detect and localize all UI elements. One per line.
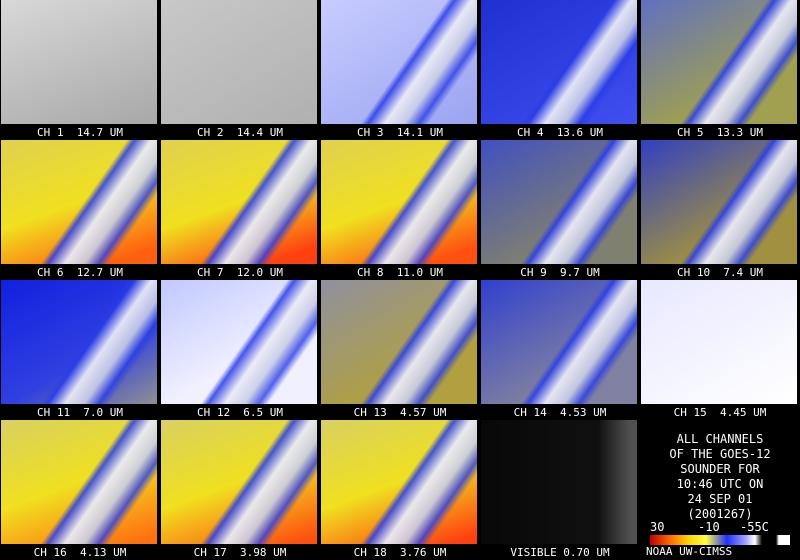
satellite-image xyxy=(1,0,157,124)
channel-panel: CH 3 14.1 UM xyxy=(320,0,480,140)
channel-panel: CH 14 4.53 UM xyxy=(480,280,640,420)
channel-label: CH 3 14.1 UM xyxy=(356,126,444,139)
channel-label: CH 1 14.7 UM xyxy=(36,126,124,139)
channel-label: CH 17 3.98 UM xyxy=(193,546,287,559)
satellite-image xyxy=(641,280,797,404)
cloud-band xyxy=(641,0,797,124)
channel-label: CH 5 13.3 UM xyxy=(676,126,764,139)
colorbar-label: -55C xyxy=(740,520,769,534)
info-line: ALL CHANNELS xyxy=(676,432,764,446)
satellite-image xyxy=(1,140,157,264)
satellite-image xyxy=(481,140,637,264)
channel-label: CH 2 14.4 UM xyxy=(196,126,284,139)
satellite-image xyxy=(481,420,637,544)
channel-label: CH 12 6.5 UM xyxy=(196,406,284,419)
satellite-image xyxy=(161,140,317,264)
satellite-image xyxy=(641,140,797,264)
channel-label: CH 14 4.53 UM xyxy=(513,406,607,419)
channel-panel: CH 17 3.98 UM xyxy=(160,420,320,560)
channel-panel: CH 15 4.45 UM xyxy=(640,280,800,420)
channel-label: CH 9 9.7 UM xyxy=(520,266,600,279)
cloud-band xyxy=(641,140,797,264)
channel-panel: CH 11 7.0 UM xyxy=(0,280,160,420)
satellite-image xyxy=(321,0,477,124)
cloud-band xyxy=(321,0,477,124)
cloud-band xyxy=(321,420,477,544)
channel-label: VISIBLE 0.70 UM xyxy=(510,546,610,559)
satellite-image xyxy=(481,280,637,404)
color-bar xyxy=(650,535,790,545)
cloud-band xyxy=(1,140,157,264)
channel-panel: CH 5 13.3 UM xyxy=(640,0,800,140)
channel-panel: CH 1 14.7 UM xyxy=(0,0,160,140)
cloud-band xyxy=(161,280,317,404)
satellite-image xyxy=(1,420,157,544)
channel-panel: CH 16 4.13 UM xyxy=(0,420,160,560)
cloud-band xyxy=(1,420,157,544)
cloud-band xyxy=(481,280,637,404)
colorbar-label: 30 xyxy=(650,520,665,534)
channel-panel: CH 18 3.76 UM xyxy=(320,420,480,560)
cloud-band xyxy=(1,280,157,404)
channel-label: CH 10 7.4 UM xyxy=(676,266,764,279)
satellite-image xyxy=(161,0,317,124)
cloud-band xyxy=(321,140,477,264)
satellite-image xyxy=(321,420,477,544)
channel-label: CH 7 12.0 UM xyxy=(196,266,284,279)
channel-panel: CH 12 6.5 UM xyxy=(160,280,320,420)
info-line: 24 SEP 01 xyxy=(687,492,753,506)
channel-label: CH 8 11.0 UM xyxy=(356,266,444,279)
channel-label: CH 18 3.76 UM xyxy=(353,546,447,559)
channel-label: CH 6 12.7 UM xyxy=(36,266,124,279)
cloud-band xyxy=(161,140,317,264)
satellite-image xyxy=(321,280,477,404)
satellite-image xyxy=(161,280,317,404)
cloud-band xyxy=(481,0,637,124)
channel-panel: CH 7 12.0 UM xyxy=(160,140,320,280)
cloud-band xyxy=(161,420,317,544)
colorbar-label: -10 xyxy=(698,520,720,534)
info-line: (2001267) xyxy=(687,507,753,521)
satellite-image xyxy=(1,280,157,404)
info-text: ALL CHANNELS OF THE GOES-12 SOUNDER FOR 10:… xyxy=(640,432,800,522)
channel-panel: CH 8 11.0 UM xyxy=(320,140,480,280)
channel-label: CH 15 4.45 UM xyxy=(673,406,767,419)
channel-label: CH 16 4.13 UM xyxy=(33,546,127,559)
satellite-image xyxy=(321,140,477,264)
cloud-band xyxy=(481,140,637,264)
satellite-image xyxy=(641,0,797,124)
satellite-image xyxy=(481,0,637,124)
channel-panel: CH 9 9.7 UM xyxy=(480,140,640,280)
satellite-image xyxy=(161,420,317,544)
channel-panel: CH 4 13.6 UM xyxy=(480,0,640,140)
channel-panel: CH 13 4.57 UM xyxy=(320,280,480,420)
channel-label: CH 11 7.0 UM xyxy=(36,406,124,419)
info-line: SOUNDER FOR xyxy=(680,462,760,476)
channel-panel: CH 10 7.4 UM xyxy=(640,140,800,280)
cloud-band xyxy=(321,280,477,404)
channel-label: CH 4 13.6 UM xyxy=(516,126,604,139)
info-line: 10:46 UTC ON xyxy=(676,477,764,491)
credit: NOAA UW-CIMSS xyxy=(646,545,733,558)
channel-label: CH 13 4.57 UM xyxy=(353,406,447,419)
channel-panel: CH 2 14.4 UM xyxy=(160,0,320,140)
channel-panel: VISIBLE 0.70 UM xyxy=(480,420,640,560)
info-line: OF THE GOES-12 xyxy=(669,447,771,461)
channel-panel: CH 6 12.7 UM xyxy=(0,140,160,280)
